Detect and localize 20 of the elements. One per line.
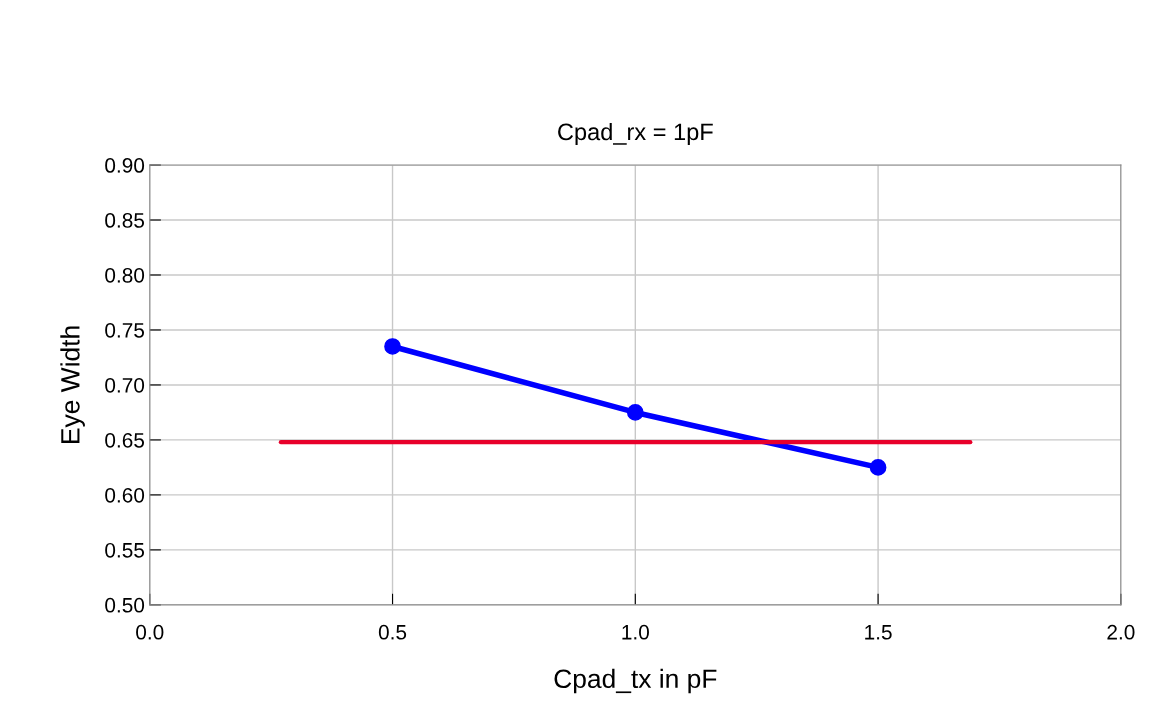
y-tick-label: 0.75 bbox=[105, 322, 145, 338]
x-tick-label: 0.5 bbox=[378, 624, 407, 640]
chart-title: Cpad_rx = 1pF bbox=[558, 122, 713, 145]
y-tick-label: 0.55 bbox=[105, 542, 145, 558]
x-tick-label: 1.5 bbox=[865, 625, 892, 640]
y-tick-label: 0.85 bbox=[105, 213, 145, 228]
y-tick-label: 0.70 bbox=[105, 377, 145, 393]
point bbox=[869, 459, 887, 476]
x-tick-label: 2.0 bbox=[1107, 624, 1135, 640]
y-tick-label: 0.80 bbox=[105, 267, 145, 283]
y-tick-label: 0.65 bbox=[105, 432, 145, 448]
x-tick-label: 1.0 bbox=[622, 624, 649, 640]
y-axis-title: Eye Width bbox=[60, 326, 85, 443]
y-tick-label: 0.60 bbox=[105, 487, 145, 503]
y-tick-label: 0.50 bbox=[105, 597, 145, 613]
x-tick-label: 0.0 bbox=[136, 624, 164, 640]
y-tick-label: 0.90 bbox=[105, 158, 145, 173]
x-axis-title: Cpad_tx in pF bbox=[554, 668, 717, 694]
point bbox=[626, 404, 644, 421]
point bbox=[384, 338, 401, 355]
